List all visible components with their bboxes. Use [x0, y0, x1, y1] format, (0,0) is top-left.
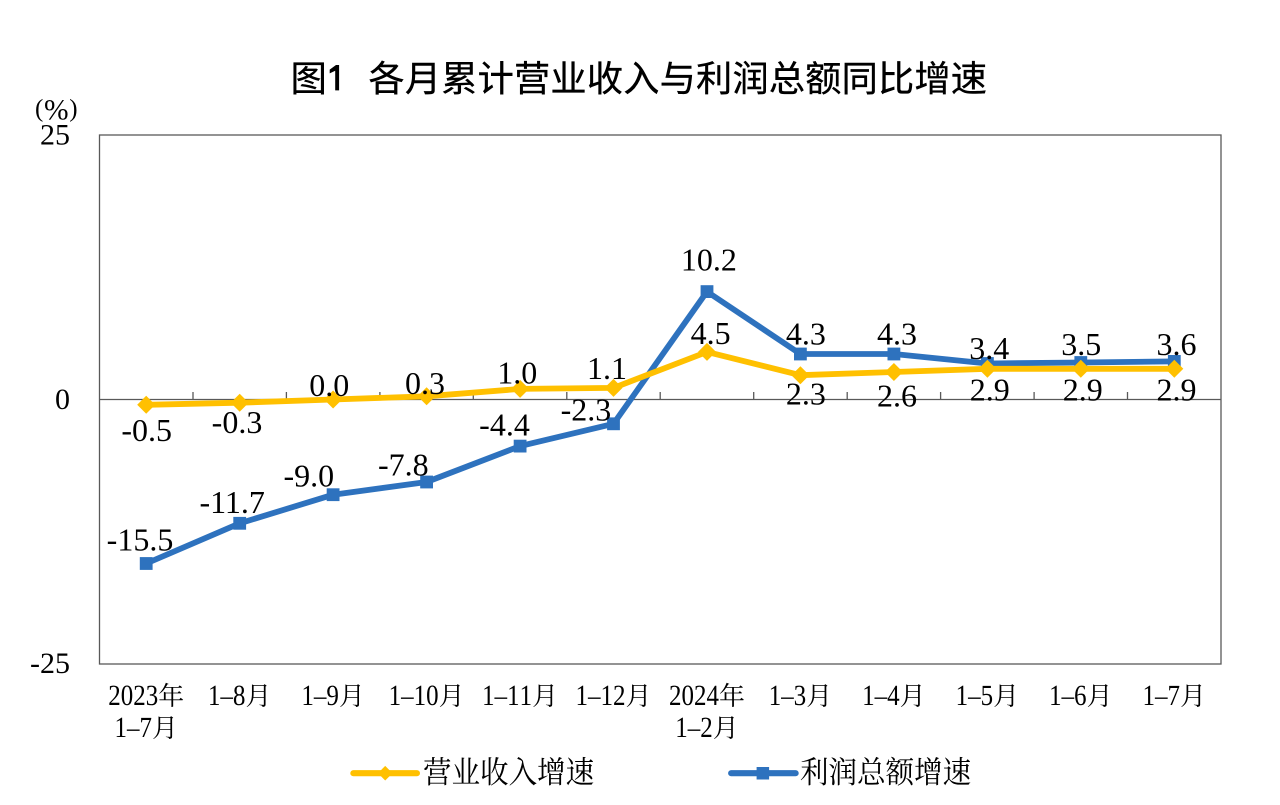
svg-text:0: 0 [55, 383, 70, 416]
svg-text:-0.5: -0.5 [121, 412, 172, 448]
svg-text:-25: -25 [30, 647, 70, 680]
svg-text:-4.4: -4.4 [479, 407, 530, 443]
svg-text:0.3: 0.3 [405, 365, 445, 401]
svg-text:): ) [69, 95, 77, 122]
svg-text:1.1: 1.1 [587, 350, 627, 386]
svg-text:-2.3: -2.3 [561, 391, 612, 427]
svg-text:25: 25 [40, 118, 70, 151]
svg-text:10.2: 10.2 [681, 241, 737, 277]
svg-text:2.3: 2.3 [786, 376, 826, 412]
svg-text:4.5: 4.5 [691, 315, 731, 351]
svg-text:3.6: 3.6 [1157, 326, 1197, 362]
svg-text:-7.8: -7.8 [378, 446, 429, 482]
svg-text:2.9: 2.9 [970, 371, 1010, 407]
svg-text:(: ( [35, 95, 43, 122]
svg-text:3.4: 3.4 [969, 330, 1009, 366]
svg-text:2.6: 2.6 [877, 378, 917, 414]
svg-text:1.0: 1.0 [497, 354, 537, 390]
svg-text:4.3: 4.3 [877, 316, 917, 352]
svg-text:-15.5: -15.5 [107, 521, 174, 557]
svg-text:2.9: 2.9 [1063, 371, 1103, 407]
svg-text:-9.0: -9.0 [283, 457, 334, 493]
svg-text:-0.3: -0.3 [212, 404, 263, 440]
svg-text:3.5: 3.5 [1061, 326, 1101, 362]
svg-text:0.0: 0.0 [309, 367, 349, 403]
svg-text:4.3: 4.3 [786, 316, 826, 352]
svg-text:%: % [44, 95, 69, 127]
svg-text:2.9: 2.9 [1157, 371, 1197, 407]
svg-text:-11.7: -11.7 [199, 484, 264, 520]
